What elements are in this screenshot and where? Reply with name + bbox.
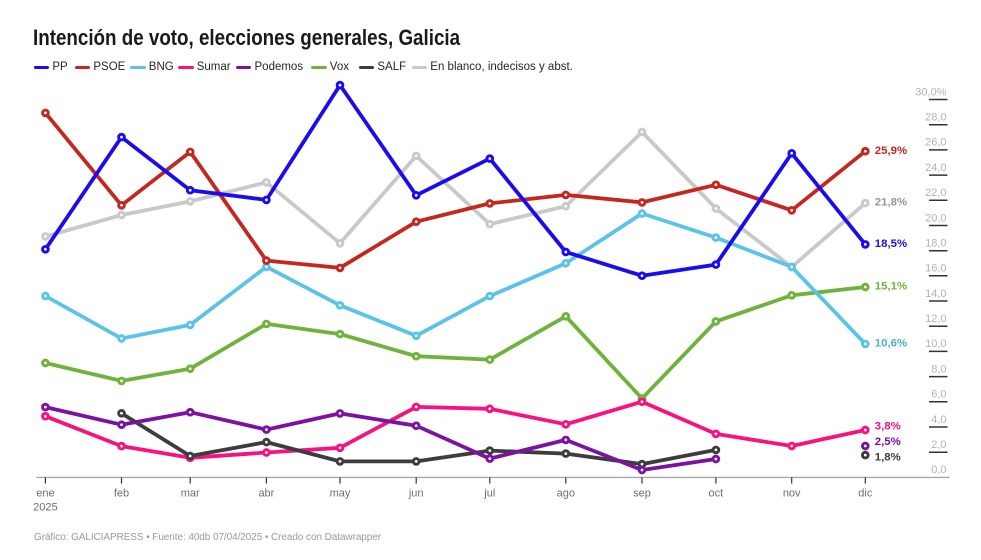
svg-text:6,0: 6,0 bbox=[931, 389, 946, 401]
svg-text:1,8%: 1,8% bbox=[875, 452, 901, 464]
svg-text:4,0: 4,0 bbox=[931, 414, 946, 426]
svg-text:0,0: 0,0 bbox=[931, 464, 946, 476]
svg-text:sep: sep bbox=[633, 488, 651, 500]
svg-text:22,0: 22,0 bbox=[925, 187, 946, 199]
svg-text:26,0: 26,0 bbox=[925, 137, 946, 149]
svg-text:30,0%: 30,0% bbox=[915, 86, 946, 98]
svg-text:28,0: 28,0 bbox=[925, 112, 946, 124]
svg-text:12,0: 12,0 bbox=[925, 313, 946, 325]
svg-text:10,0: 10,0 bbox=[925, 338, 946, 350]
svg-text:2,5%: 2,5% bbox=[875, 436, 901, 448]
svg-text:abr: abr bbox=[258, 488, 274, 500]
svg-text:15,1%: 15,1% bbox=[875, 281, 907, 293]
svg-text:3,8%: 3,8% bbox=[875, 420, 901, 432]
svg-text:18,0: 18,0 bbox=[925, 238, 946, 250]
svg-text:ago: ago bbox=[557, 488, 575, 500]
svg-text:2,0: 2,0 bbox=[931, 439, 946, 451]
svg-text:jun: jun bbox=[408, 488, 424, 500]
svg-text:nov: nov bbox=[783, 488, 801, 500]
svg-text:18,5%: 18,5% bbox=[875, 238, 907, 250]
svg-text:20,0: 20,0 bbox=[925, 212, 946, 224]
svg-text:10,6%: 10,6% bbox=[875, 338, 907, 350]
svg-text:14,0: 14,0 bbox=[925, 288, 946, 300]
svg-text:24,0: 24,0 bbox=[925, 162, 946, 174]
svg-text:oct: oct bbox=[709, 488, 724, 500]
svg-text:may: may bbox=[330, 488, 351, 500]
svg-text:jul: jul bbox=[483, 488, 495, 500]
svg-text:ene: ene bbox=[36, 488, 54, 500]
svg-text:dic: dic bbox=[858, 488, 873, 500]
svg-text:21,8%: 21,8% bbox=[875, 197, 907, 209]
svg-text:feb: feb bbox=[114, 488, 129, 500]
svg-text:mar: mar bbox=[181, 488, 200, 500]
svg-text:2025: 2025 bbox=[33, 502, 57, 514]
svg-text:25,9%: 25,9% bbox=[875, 145, 907, 157]
svg-text:16,0: 16,0 bbox=[925, 263, 946, 275]
svg-text:8,0: 8,0 bbox=[931, 363, 946, 375]
